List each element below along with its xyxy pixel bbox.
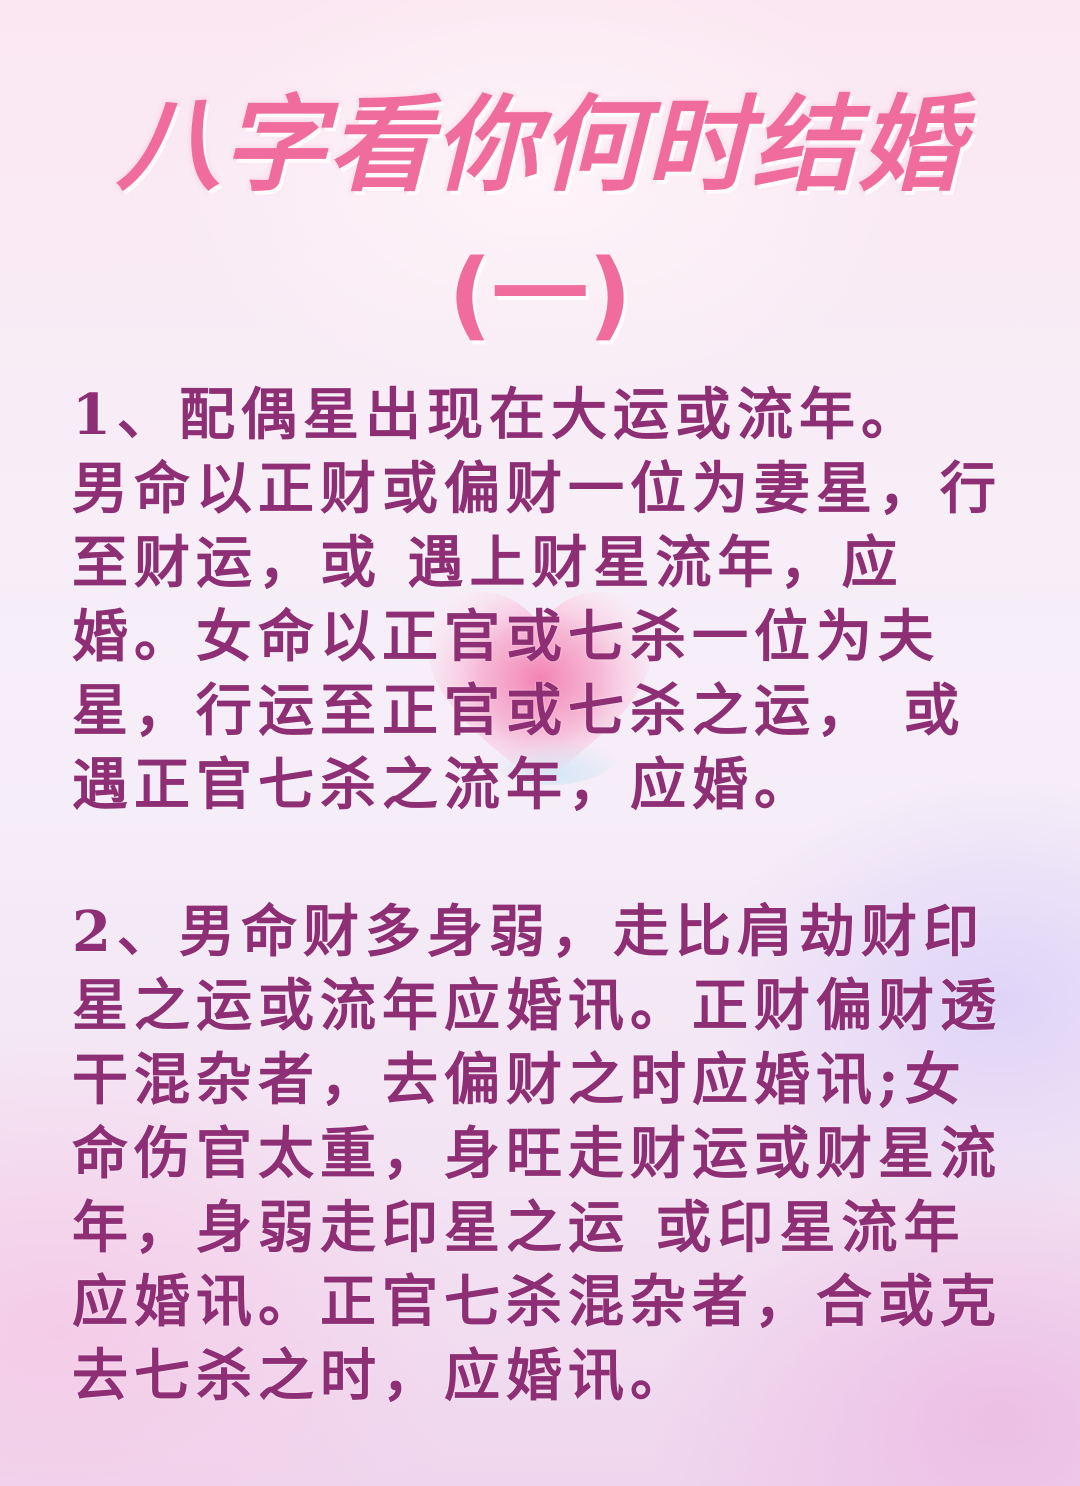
section-1-text: 1、配偶星出现在大运或流年。 男命以正财或偏财一位为妻星，行至财运，或 遇上财星… <box>72 382 1002 818</box>
page-title: 八字看你何时结婚 <box>115 84 964 206</box>
section-2-text: 2、男命财多身弱，走比肩劫财印星之运或流年应婚讯。正财偏财透干混杂者，去偏财之时… <box>72 899 1002 1409</box>
page-subtitle: (一) <box>448 239 632 351</box>
